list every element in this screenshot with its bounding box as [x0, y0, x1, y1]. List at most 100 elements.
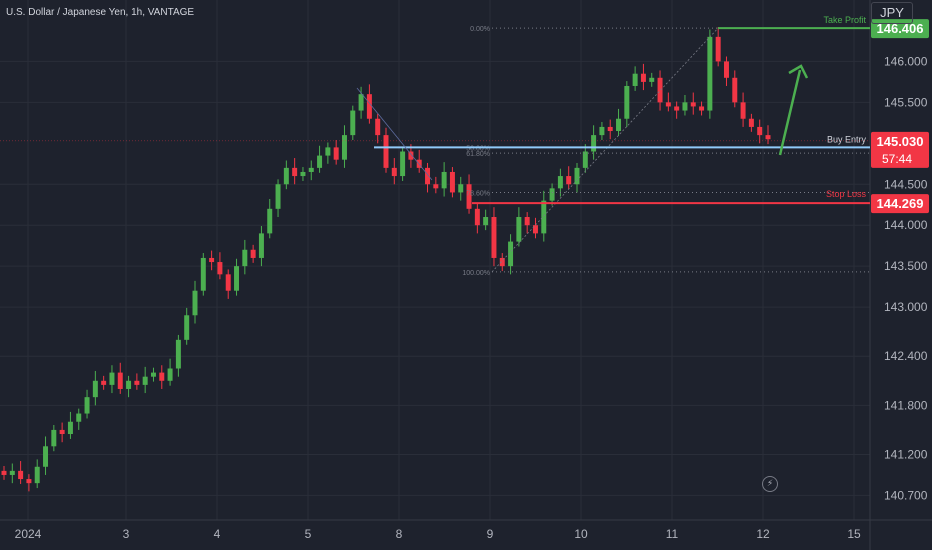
candle-body [682, 102, 688, 111]
candle-body [117, 372, 123, 389]
candle-body [59, 429, 65, 435]
candle-body [341, 135, 347, 160]
candle-body [350, 110, 356, 136]
candle-body [449, 171, 455, 193]
x-tick-label: 3 [123, 527, 130, 541]
trend-line [356, 87, 433, 181]
y-tick-label: 144.500 [884, 177, 928, 191]
candle-body [549, 188, 555, 201]
fib-trend-line [491, 27, 719, 273]
candle-body [92, 380, 98, 398]
candle-body [665, 102, 671, 107]
candle-body [267, 208, 273, 234]
symbol-title: U.S. Dollar / Japanese Yen, 1h, VANTAGE [6, 7, 195, 18]
current-price-tag [871, 131, 929, 168]
y-tick-label: 146.000 [884, 54, 928, 68]
candle-body [126, 380, 132, 389]
candle-body [616, 118, 622, 132]
candle-body [134, 380, 140, 385]
candle-body [566, 176, 572, 185]
y-tick-label: 143.000 [884, 300, 928, 314]
candle-body [67, 421, 73, 435]
candle-body [18, 470, 24, 480]
candle-body [740, 102, 746, 119]
candle-body [200, 257, 206, 291]
candle-body [433, 184, 439, 189]
fib-level-label: 78.60% [466, 190, 490, 197]
lightning-bolt-icon[interactable]: ⚡ [762, 476, 778, 492]
countdown-label: 57:44 [882, 152, 912, 166]
fib-level-label: 100.00% [462, 270, 490, 277]
fib-level-label: 0.00% [470, 26, 490, 33]
candle-body [599, 126, 605, 136]
candle-body [84, 397, 90, 414]
candle-body [159, 372, 165, 381]
x-tick-label: 4 [214, 527, 221, 541]
candle-body [466, 184, 472, 209]
candle-body [192, 290, 198, 316]
candle-body [317, 155, 323, 168]
candle-body [109, 372, 115, 385]
candle-body [275, 184, 281, 209]
candle-body [250, 249, 256, 258]
x-tick-label: 8 [396, 527, 403, 541]
candle-body [699, 106, 705, 111]
x-tick-label: 15 [847, 527, 861, 541]
candle-body [391, 167, 397, 177]
candle-body [732, 77, 738, 103]
candle-body [640, 73, 646, 82]
candle-body [383, 135, 389, 168]
y-tick-label: 141.800 [884, 398, 928, 412]
candle-body [34, 466, 40, 484]
candle-body [748, 118, 754, 127]
y-tick-label: 143.500 [884, 259, 928, 273]
candle-body [624, 85, 630, 119]
candle-body [184, 315, 190, 340]
x-tick-label: 5 [305, 527, 312, 541]
candle-body [474, 208, 480, 226]
candle-body [516, 217, 522, 242]
take-profit-price-label: 146.406 [877, 21, 924, 36]
y-tick-label: 142.400 [884, 349, 928, 363]
candle-body [366, 94, 372, 119]
fib-level-label: 50.00% [466, 145, 490, 152]
currency-button[interactable]: JPY [871, 2, 913, 24]
candle-body [591, 135, 597, 152]
candle-body [51, 429, 57, 447]
x-tick-label: 2024 [15, 527, 42, 541]
candle-body [26, 479, 32, 484]
x-tick-label: 12 [756, 527, 770, 541]
y-tick-label: 145.500 [884, 95, 928, 109]
candle-body [483, 217, 489, 226]
candle-body [43, 446, 49, 467]
candle-body [142, 376, 148, 385]
candle-body [723, 61, 729, 78]
candle-body [292, 167, 298, 177]
candle-body [425, 167, 431, 185]
x-tick-label: 11 [666, 527, 679, 541]
candle-body [150, 372, 156, 377]
stop-loss-label: Stop Loss [826, 189, 867, 199]
candle-body [408, 151, 414, 160]
candle-body [499, 257, 505, 267]
candle-body [491, 217, 497, 258]
candle-body [441, 171, 447, 189]
candle-body [283, 167, 289, 185]
buy-entry-label: Buy Entry [827, 134, 867, 144]
candle-body [209, 257, 215, 263]
candle-body [300, 171, 306, 177]
candle-body [333, 147, 339, 160]
candle-body [1, 470, 7, 475]
candle-body [674, 106, 680, 111]
candle-body [557, 176, 563, 189]
y-tick-label: 141.200 [884, 447, 928, 461]
projection-arrow-line [778, 69, 802, 156]
candle-body [607, 126, 613, 132]
stop-loss-price-label: 144.269 [877, 196, 924, 211]
fib-level-label: 61.80% [466, 151, 490, 158]
x-tick-label: 10 [574, 527, 588, 541]
candle-body [9, 470, 15, 475]
projection-arrow-head [788, 64, 809, 79]
